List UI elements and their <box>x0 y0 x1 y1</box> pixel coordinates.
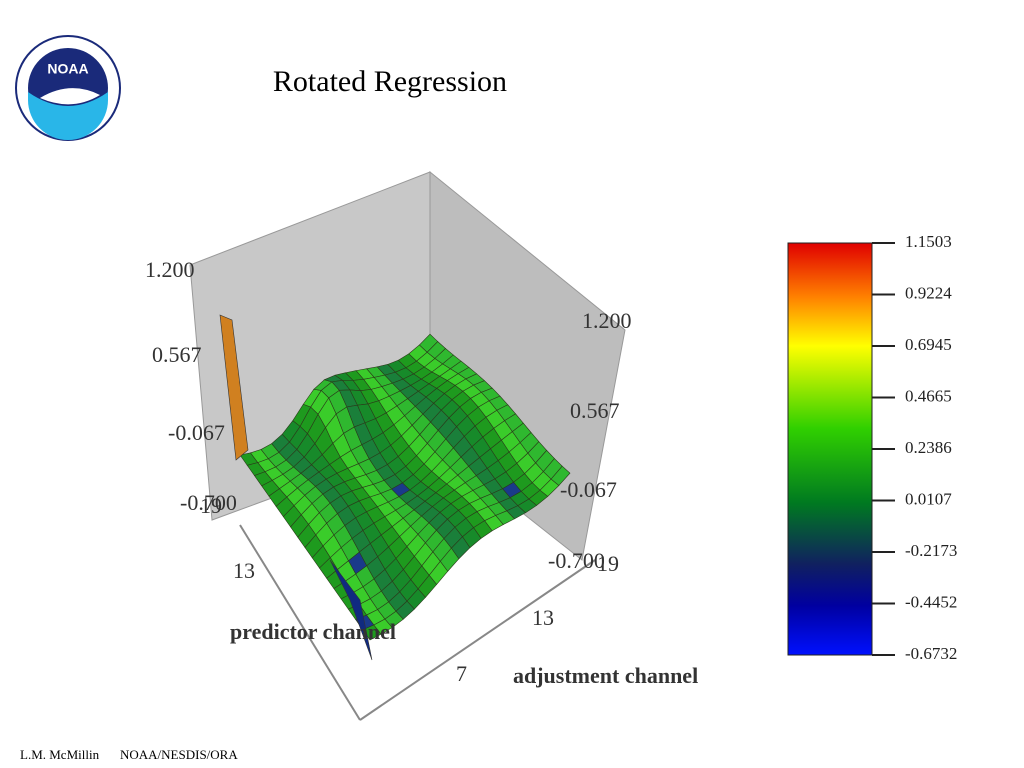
z-tick-label-left: -0.700 <box>180 490 237 515</box>
z-tick-label-right: 0.567 <box>570 398 620 423</box>
colorbar-tick-label: -0.6732 <box>905 644 957 663</box>
z-tick-label-right: -0.700 <box>548 548 605 573</box>
slide-title: Rotated Regression <box>273 65 507 98</box>
colorbar-tick-label: 0.2386 <box>905 438 952 457</box>
adjustment-axis-label: adjustment channel <box>513 663 698 688</box>
logo: NOAA <box>15 35 121 141</box>
predictor-axis-label: predictor channel <box>230 619 396 644</box>
z-tick-label-left: -0.067 <box>168 420 225 445</box>
adjustment-tick-label: 13 <box>532 605 554 630</box>
surface-spike <box>219 314 249 461</box>
colorbar <box>787 242 873 656</box>
surface-dip <box>329 559 373 661</box>
colorbar-tick-label: 0.4665 <box>905 386 952 405</box>
predictor-axis-line <box>239 524 361 721</box>
colorbar-tick-label: 0.0107 <box>905 489 952 508</box>
colorbar-tick-label: -0.2173 <box>905 541 957 560</box>
z-tick-label-left: 0.567 <box>152 342 202 367</box>
adjustment-tick-label: 19 <box>597 551 619 576</box>
surface-plot: 1.200 0.567 -0.067 -0.700 1.200 0.567 -0.067 -0… <box>145 170 698 721</box>
logo-text: NOAA <box>47 61 88 77</box>
colorbar-tick-label: -0.4452 <box>905 592 957 611</box>
colorbar-tick-label: 0.6945 <box>905 335 952 354</box>
colorbar-tick-label: 0.9224 <box>905 283 952 302</box>
adjustment-axis-line <box>359 559 596 721</box>
adjustment-tick-label: 7 <box>456 661 467 686</box>
colorbar-scale <box>787 242 873 656</box>
footer-org: NOAA/NESDIS/ORA <box>120 747 238 762</box>
colorbar-tick-label: 1.1503 <box>905 232 952 251</box>
surface-cell <box>550 465 571 486</box>
z-tick-label-right: -0.067 <box>560 477 617 502</box>
footer-author: L.M. McMillin <box>20 747 100 762</box>
predictor-tick-label: 19 <box>200 493 222 518</box>
z-tick-label-left: 1.200 <box>145 257 195 282</box>
z-tick-label-right: 1.200 <box>582 308 632 333</box>
predictor-tick-label: 13 <box>233 558 255 583</box>
